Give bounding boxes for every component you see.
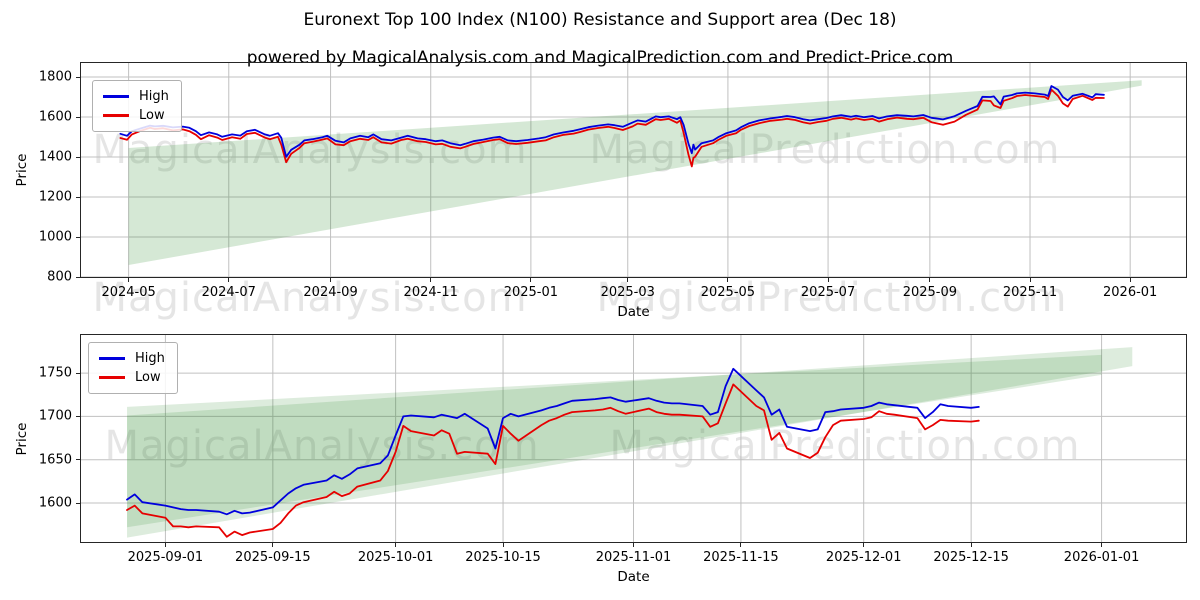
x-tick-mark xyxy=(1101,543,1103,547)
n100-recent-detail-plot-area xyxy=(80,334,1187,543)
x-tick-mark xyxy=(1029,278,1031,282)
low-line xyxy=(119,88,1105,168)
watermark-text: MagicalAnalysis.com xyxy=(104,423,540,469)
legend-line-swatch-high xyxy=(99,357,125,360)
legend-line-swatch-high xyxy=(103,95,129,98)
n100-full-history-svg xyxy=(81,63,1186,277)
y-tick-label: 1700 xyxy=(38,408,72,424)
y-tick-mark xyxy=(76,372,80,374)
x-tick-mark xyxy=(740,543,742,547)
watermark-text: MagicalPrediction.com xyxy=(596,275,1068,321)
legend-item-high: High xyxy=(103,87,169,106)
x-tick-mark xyxy=(863,543,865,547)
legend-label: High xyxy=(139,89,169,104)
y-tick-label: 1400 xyxy=(38,149,72,165)
x-tick-mark xyxy=(395,543,397,547)
x-tick-label: 2025-03 xyxy=(600,285,655,300)
x-tick-label: 2024-05 xyxy=(101,285,156,300)
y-tick-label: 1600 xyxy=(38,495,72,511)
support-resistance-band xyxy=(127,347,1133,538)
n100-full-history-legend: High Low xyxy=(92,80,182,132)
x-tick-mark xyxy=(430,278,432,282)
watermark-text: MagicalPrediction.com xyxy=(589,127,1061,173)
y-tick-mark xyxy=(76,76,80,78)
x-tick-mark xyxy=(502,543,504,547)
y-tick-mark xyxy=(76,502,80,504)
y-tick-mark xyxy=(76,276,80,278)
x-tick-label: 2025-05 xyxy=(700,285,756,300)
x-tick-label: 2025-09-01 xyxy=(127,550,204,565)
x-tick-label: 2025-07 xyxy=(800,285,856,300)
y-tick-label: 1000 xyxy=(38,229,72,245)
legend-item-low: Low xyxy=(99,368,165,387)
x-tick-mark xyxy=(272,543,274,547)
y-axis-label: Price xyxy=(14,422,30,455)
legend-item-high: High xyxy=(99,349,165,368)
x-tick-mark xyxy=(633,543,634,547)
x-tick-mark xyxy=(727,278,729,282)
x-tick-mark xyxy=(1129,278,1131,282)
x-tick-label: 2025-09-15 xyxy=(235,550,311,565)
x-tick-label: 2025-10-15 xyxy=(465,550,541,565)
x-tick-label: 2024-09 xyxy=(303,285,358,300)
legend-line-swatch-low xyxy=(103,114,129,117)
watermark-text: MagicalPrediction.com xyxy=(609,423,1081,469)
support-resistance-band xyxy=(127,354,1102,528)
y-tick-label: 1600 xyxy=(38,109,72,125)
legend-line-swatch-low xyxy=(99,376,125,379)
x-tick-label: 2025-12-15 xyxy=(933,550,1009,565)
chart-subtitle: powered by MagicalAnalysis.com and Magic… xyxy=(246,48,954,68)
y-tick-label: 1200 xyxy=(38,189,72,205)
n100-full-history-plot-area xyxy=(80,62,1187,278)
n100-recent-detail-svg xyxy=(81,335,1186,542)
y-tick-label: 800 xyxy=(47,269,72,285)
legend-label: Low xyxy=(139,108,165,123)
x-tick-mark xyxy=(330,278,332,282)
x-tick-label: 2024-11 xyxy=(403,285,458,300)
y-tick-mark xyxy=(76,116,80,118)
x-tick-label: 2025-09 xyxy=(902,285,958,300)
y-tick-mark xyxy=(76,236,80,238)
x-tick-label: 2026-01-01 xyxy=(1063,550,1140,565)
x-tick-mark xyxy=(827,278,829,282)
x-tick-mark xyxy=(128,278,130,282)
x-tick-label: 2025-12-01 xyxy=(825,550,902,565)
legend-item-low: Low xyxy=(103,106,169,125)
y-tick-mark xyxy=(76,196,80,198)
x-tick-label: 2025-11-01 xyxy=(595,550,672,565)
x-tick-label: 2025-01 xyxy=(503,285,559,300)
n100-recent-detail-legend: High Low xyxy=(88,342,178,394)
y-tick-label: 1750 xyxy=(38,365,72,381)
y-tick-mark xyxy=(76,459,80,461)
high-line xyxy=(126,367,980,516)
x-tick-mark xyxy=(164,543,166,547)
x-tick-label: 2025-11-15 xyxy=(703,550,779,565)
y-axis-label: Price xyxy=(14,153,30,187)
high-line xyxy=(119,85,1105,158)
x-tick-mark xyxy=(530,278,532,282)
watermark-text: MagicalAnalysis.com xyxy=(92,127,528,173)
support-resistance-band xyxy=(128,80,1142,265)
y-tick-label: 1800 xyxy=(38,69,72,85)
chart-title: Euronext Top 100 Index (N100) Resistance… xyxy=(303,10,897,30)
x-axis-label: Date xyxy=(617,304,650,320)
x-tick-label: 2026-01 xyxy=(1103,285,1158,300)
y-tick-mark xyxy=(76,156,80,158)
legend-label: High xyxy=(135,351,165,366)
x-tick-mark xyxy=(228,278,230,282)
x-tick-mark xyxy=(929,278,931,282)
x-axis-label: Date xyxy=(617,569,650,585)
legend-label: Low xyxy=(135,370,161,385)
low-line xyxy=(126,383,980,538)
x-tick-label: 2025-11 xyxy=(1002,285,1058,300)
x-tick-label: 2024-07 xyxy=(201,285,256,300)
watermark-text: MagicalAnalysis.com xyxy=(92,275,528,321)
x-tick-label: 2025-10-01 xyxy=(357,550,434,565)
x-tick-mark xyxy=(970,543,972,547)
y-tick-mark xyxy=(76,415,80,417)
y-tick-label: 1650 xyxy=(38,452,72,468)
x-tick-mark xyxy=(627,278,629,282)
